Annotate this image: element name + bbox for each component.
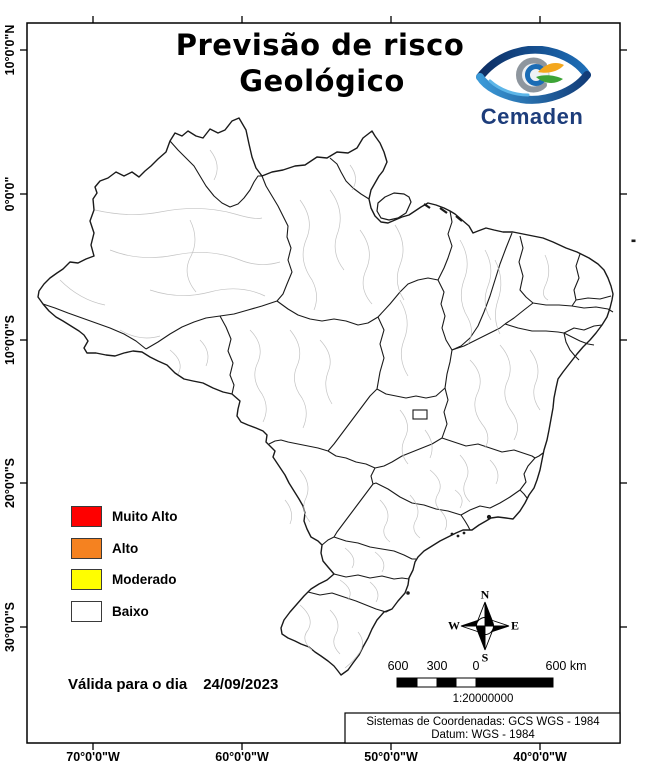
legend-label-moderado: Moderado	[112, 572, 177, 587]
graticule-ticks	[20, 16, 627, 750]
lat-label-30s: 30°0'0"S	[3, 601, 17, 653]
legend-swatch-alto	[71, 538, 102, 559]
lon-label-60w: 60°0'0"W	[215, 750, 269, 764]
state-borders	[42, 140, 614, 613]
municipal-borders	[59, 149, 550, 669]
scale-bar	[396, 677, 554, 688]
scale-ratio: 1:20000000	[452, 693, 514, 705]
cemaden-eye-icon	[476, 46, 591, 104]
map-frame	[26, 22, 621, 744]
marajo-island	[376, 192, 412, 221]
lat-label-20s: 20°0'0"S	[3, 457, 17, 509]
validity-line: Válida para o dia 24/09/2023	[68, 676, 278, 693]
brazil-country-outline	[37, 117, 614, 676]
compass-east-label: E	[510, 618, 520, 633]
datum-line: Datum: WGS - 1984	[431, 729, 535, 741]
lon-label-50w: 50°0'0"W	[364, 750, 418, 764]
validity-prefix: Válida para o dia	[68, 676, 188, 693]
scale-label-600-km: 600 km	[545, 659, 587, 673]
scale-label-300: 300	[426, 659, 448, 673]
compass-south-label: S	[481, 650, 489, 665]
atol-das-rocas-mark	[631, 239, 636, 243]
validity-date: 24/09/2023	[203, 676, 279, 693]
coordinate-system-line: Sistemas de Coordenadas: GCS WGS - 1984	[366, 716, 600, 728]
page-title-line2: Geológico	[239, 64, 405, 98]
legend-label-baixo: Baixo	[112, 604, 149, 619]
legend-swatch-muito-alto	[71, 506, 102, 527]
scale-label-0: 0	[472, 659, 480, 673]
lat-label-10s: 10°0'0"S	[3, 314, 17, 366]
cemaden-wordmark: Cemaden	[480, 104, 584, 129]
legend-swatch-moderado	[71, 569, 102, 590]
scale-label-600-left: 600	[387, 659, 409, 673]
coastal-details	[406, 203, 636, 595]
coordinates-box	[344, 712, 621, 744]
lon-label-70w: 70°0'0"W	[66, 750, 120, 764]
lon-label-40w: 40°0'0"W	[513, 750, 567, 764]
distrito-federal-outline	[412, 409, 428, 420]
cemaden-logo: Cemaden	[474, 46, 594, 130]
page-title-line1: Previsão de risco	[175, 28, 465, 62]
legend-label-muito-alto: Muito Alto	[112, 509, 178, 524]
compass-rose-icon	[460, 601, 510, 651]
legend-swatch-baixo	[71, 601, 102, 622]
legend-label-alto: Alto	[112, 541, 139, 556]
lat-label-10n: 10°0'0"N	[3, 24, 17, 76]
lat-label-0: 0°0'0"	[3, 176, 17, 212]
compass-west-label: W	[448, 618, 460, 633]
compass-north-label: N	[480, 587, 490, 602]
